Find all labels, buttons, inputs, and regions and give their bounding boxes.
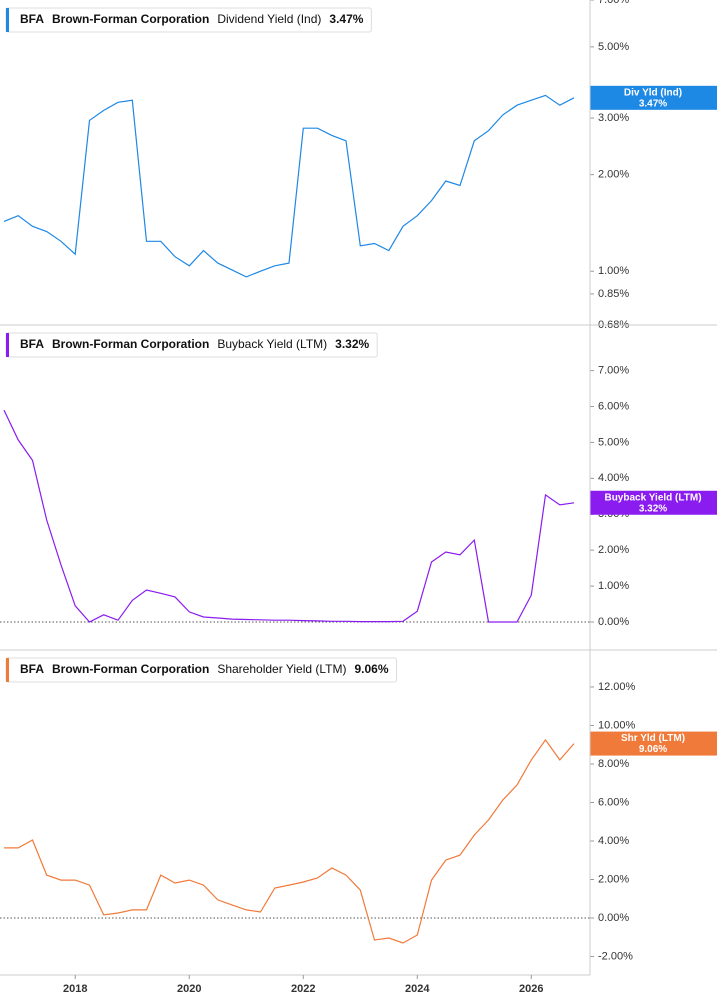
y-tick-label: 4.00%: [598, 472, 629, 484]
current-tag-value: 9.06%: [639, 744, 667, 755]
y-tick-label: 7.00%: [598, 0, 629, 6]
current-tag-value: 3.47%: [639, 98, 667, 109]
legend-text: BFA: [20, 662, 44, 676]
y-tick-label: 5.00%: [598, 41, 629, 53]
y-tick-label: 12.00%: [598, 681, 636, 693]
current-tag-name: Buyback Yield (LTM): [604, 492, 701, 503]
y-tick-label: 7.00%: [598, 365, 629, 377]
legend-color: [6, 8, 9, 32]
y-tick-label: 4.00%: [598, 835, 629, 847]
y-tick-label: 5.00%: [598, 436, 629, 448]
legend-text: 3.32%: [335, 337, 369, 351]
y-tick-label: 0.00%: [598, 912, 629, 924]
legend-text: Shareholder Yield (LTM): [217, 662, 346, 676]
y-tick-label: 2.00%: [598, 873, 629, 885]
legend-text: Dividend Yield (Ind): [217, 12, 321, 26]
x-tick-label: 2020: [177, 983, 201, 995]
legend-color: [6, 333, 9, 357]
y-tick-label: 0.85%: [598, 288, 629, 300]
current-tag-name: Shr Yld (LTM): [621, 733, 685, 744]
x-tick-label: 2018: [63, 983, 87, 995]
series-line: [4, 738, 575, 944]
y-tick-label: 2.00%: [598, 169, 629, 181]
series-line: [3, 94, 575, 278]
current-tag: [590, 731, 717, 756]
series-line: [3, 409, 575, 623]
legend-text: BFA: [20, 337, 44, 351]
current-tag: [590, 490, 717, 515]
legend-text: 3.47%: [329, 12, 363, 26]
x-tick-label: 2024: [405, 983, 430, 995]
y-tick-label: 3.00%: [598, 112, 629, 124]
legend-text: Brown-Forman Corporation: [52, 337, 209, 351]
legend-text: Brown-Forman Corporation: [52, 662, 209, 676]
y-tick-label: 2.00%: [598, 544, 629, 556]
legend-text: BFA: [20, 12, 44, 26]
legend-text: Buyback Yield (LTM): [217, 337, 327, 351]
y-tick-label: 6.00%: [598, 796, 629, 808]
current-tag-name: Div Yld (Ind): [624, 87, 682, 98]
y-tick-label: 10.00%: [598, 719, 636, 731]
y-tick-label: 0.00%: [598, 616, 629, 628]
x-tick-label: 2026: [519, 983, 543, 995]
y-tick-label: 6.00%: [598, 400, 629, 412]
current-tag-value: 3.32%: [639, 503, 667, 514]
legend-text: 9.06%: [355, 662, 389, 676]
legend-text: Brown-Forman Corporation: [52, 12, 209, 26]
y-tick-label: 8.00%: [598, 758, 629, 770]
y-tick-label: 1.00%: [598, 580, 629, 592]
x-tick-label: 2022: [291, 983, 315, 995]
y-tick-label: 1.00%: [598, 265, 629, 277]
legend-color: [6, 658, 9, 682]
current-tag: [590, 85, 717, 110]
y-tick-label: -2.00%: [598, 950, 633, 962]
